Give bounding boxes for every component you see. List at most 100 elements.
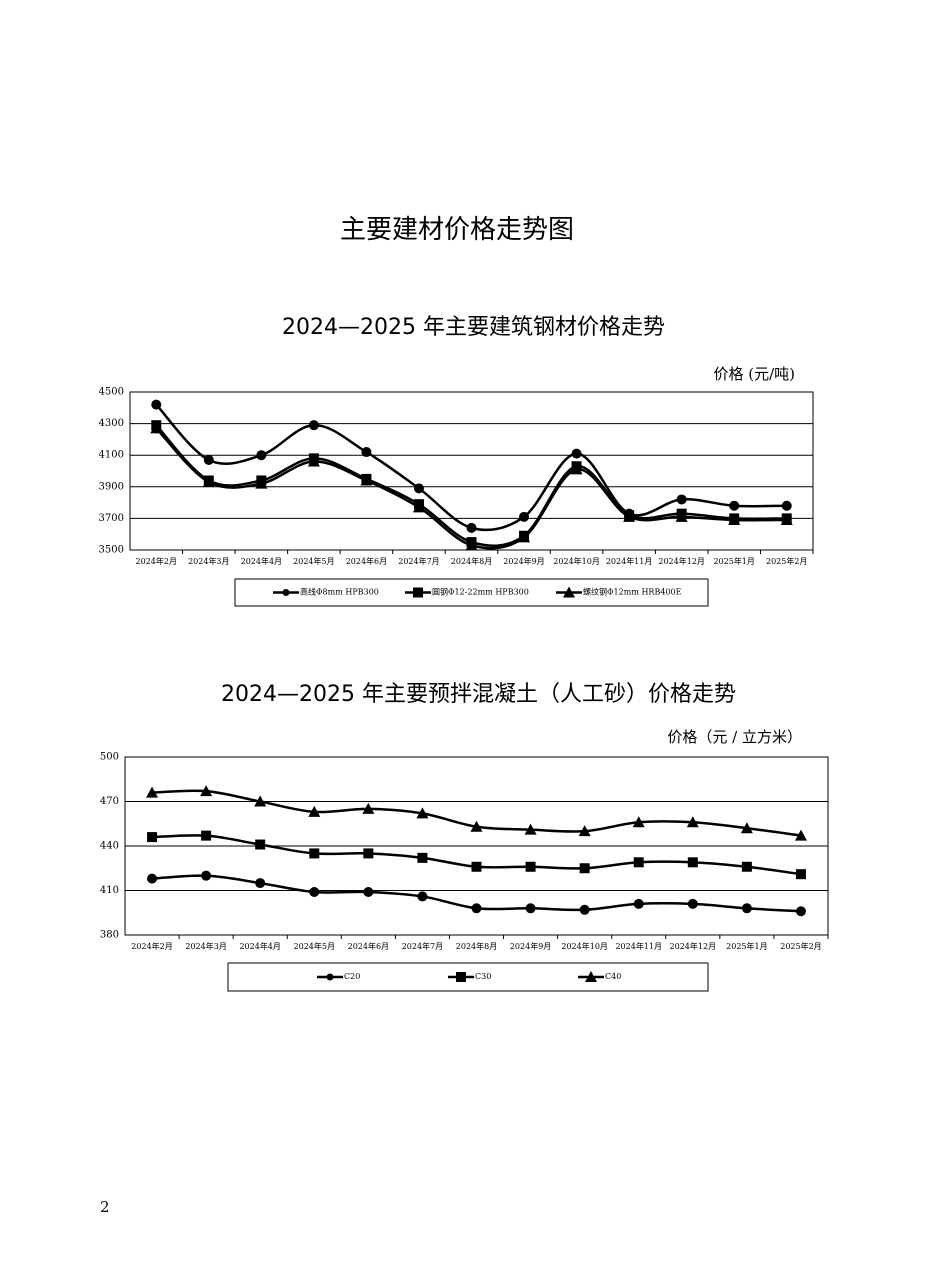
x-tick-label: 2024年2月 bbox=[136, 556, 177, 566]
x-tick-label: 2024年3月 bbox=[188, 556, 229, 566]
x-tick-label: 2024年5月 bbox=[294, 941, 335, 951]
marker bbox=[524, 823, 537, 835]
marker bbox=[525, 861, 536, 872]
x-tick-label: 2024年10月 bbox=[553, 556, 600, 566]
x-tick-label: 2025年2月 bbox=[766, 556, 807, 566]
marker bbox=[687, 898, 698, 909]
marker bbox=[687, 857, 698, 868]
y-tick-label: 410 bbox=[100, 885, 119, 896]
y-tick-label: 4300 bbox=[99, 418, 124, 429]
marker bbox=[201, 870, 212, 881]
x-tick-label: 2024年9月 bbox=[510, 941, 551, 951]
marker bbox=[307, 455, 320, 467]
marker bbox=[781, 500, 792, 511]
marker bbox=[471, 861, 482, 872]
legend-marker bbox=[413, 587, 423, 598]
marker bbox=[571, 448, 582, 459]
legend-label: C40 bbox=[605, 972, 621, 981]
x-tick-label: 2025年2月 bbox=[780, 941, 821, 951]
legend-marker bbox=[326, 973, 334, 981]
marker bbox=[361, 447, 372, 458]
marker bbox=[795, 906, 806, 917]
y-tick-label: 440 bbox=[100, 841, 119, 852]
marker bbox=[309, 886, 320, 897]
marker bbox=[519, 511, 530, 522]
marker bbox=[686, 816, 699, 828]
marker bbox=[413, 483, 424, 494]
marker bbox=[741, 861, 752, 872]
marker bbox=[362, 802, 375, 814]
marker bbox=[308, 420, 319, 431]
marker bbox=[471, 903, 482, 914]
marker bbox=[150, 422, 163, 434]
marker bbox=[363, 886, 374, 897]
marker bbox=[147, 832, 158, 843]
marker bbox=[417, 852, 428, 863]
y-tick-label: 4100 bbox=[99, 450, 124, 461]
marker bbox=[729, 500, 740, 511]
x-tick-label: 2024年7月 bbox=[398, 556, 439, 566]
marker bbox=[633, 898, 644, 909]
x-tick-label: 2025年1月 bbox=[713, 556, 754, 566]
legend-marker bbox=[456, 972, 466, 982]
marker bbox=[256, 450, 267, 461]
y-tick-label: 3900 bbox=[99, 481, 124, 492]
legend-label: C30 bbox=[475, 972, 491, 981]
legend-marker bbox=[282, 589, 290, 596]
marker bbox=[200, 785, 213, 797]
marker bbox=[728, 513, 741, 525]
marker bbox=[633, 857, 644, 868]
marker bbox=[203, 454, 214, 465]
x-tick-label: 2024年9月 bbox=[503, 556, 544, 566]
y-tick-label: 380 bbox=[100, 930, 119, 941]
x-tick-label: 2024年12月 bbox=[670, 941, 717, 951]
marker bbox=[579, 904, 590, 915]
legend-label: C20 bbox=[344, 972, 360, 981]
x-tick-label: 2025年1月 bbox=[726, 941, 767, 951]
marker bbox=[255, 878, 266, 889]
marker bbox=[470, 820, 483, 832]
x-tick-label: 2024年8月 bbox=[451, 556, 492, 566]
marker bbox=[525, 903, 536, 914]
legend-marker bbox=[585, 971, 597, 982]
x-tick-label: 2024年6月 bbox=[348, 941, 389, 951]
marker bbox=[412, 501, 425, 513]
legend-label: 圆钢Φ12-22mm HPB300 bbox=[432, 587, 529, 597]
marker bbox=[417, 891, 428, 902]
page-title: 主要建材价格走势图 bbox=[340, 215, 574, 245]
marker bbox=[255, 839, 266, 850]
legend-marker bbox=[563, 586, 575, 598]
legend-box bbox=[234, 578, 709, 607]
x-tick-label: 2024年2月 bbox=[131, 941, 172, 951]
legend-label: 高线Φ8mm HPB300 bbox=[300, 587, 379, 597]
marker bbox=[201, 830, 212, 841]
x-tick-label: 2024年3月 bbox=[185, 941, 226, 951]
chart-title: 2024—2025 年主要建筑钢材价格走势 bbox=[282, 315, 665, 340]
x-tick-label: 2024年7月 bbox=[402, 941, 443, 951]
marker bbox=[741, 903, 752, 914]
marker bbox=[518, 531, 531, 543]
marker bbox=[780, 513, 793, 525]
x-tick-label: 2024年11月 bbox=[606, 556, 653, 566]
y-tick-label: 4500 bbox=[99, 387, 124, 398]
marker bbox=[632, 816, 645, 828]
x-tick-label: 2024年6月 bbox=[346, 556, 387, 566]
marker bbox=[794, 829, 807, 841]
y-tick-label: 3500 bbox=[99, 545, 124, 556]
y-tick-label: 500 bbox=[100, 752, 119, 763]
x-tick-label: 2024年8月 bbox=[456, 941, 497, 951]
x-tick-label: 2024年4月 bbox=[241, 556, 282, 566]
marker bbox=[147, 873, 158, 884]
y-tick-label: 470 bbox=[100, 796, 119, 807]
axis-unit-label: 价格 (元/吨) bbox=[713, 365, 795, 383]
chart-title: 2024—2025 年主要预拌混凝土（人工砂）价格走势 bbox=[221, 682, 736, 707]
x-tick-label: 2024年11月 bbox=[615, 941, 662, 951]
marker bbox=[740, 822, 753, 834]
marker bbox=[202, 476, 215, 488]
x-tick-label: 2024年10月 bbox=[561, 941, 608, 951]
marker bbox=[416, 807, 429, 819]
marker bbox=[466, 522, 477, 533]
marker bbox=[676, 494, 687, 505]
marker bbox=[465, 539, 478, 551]
